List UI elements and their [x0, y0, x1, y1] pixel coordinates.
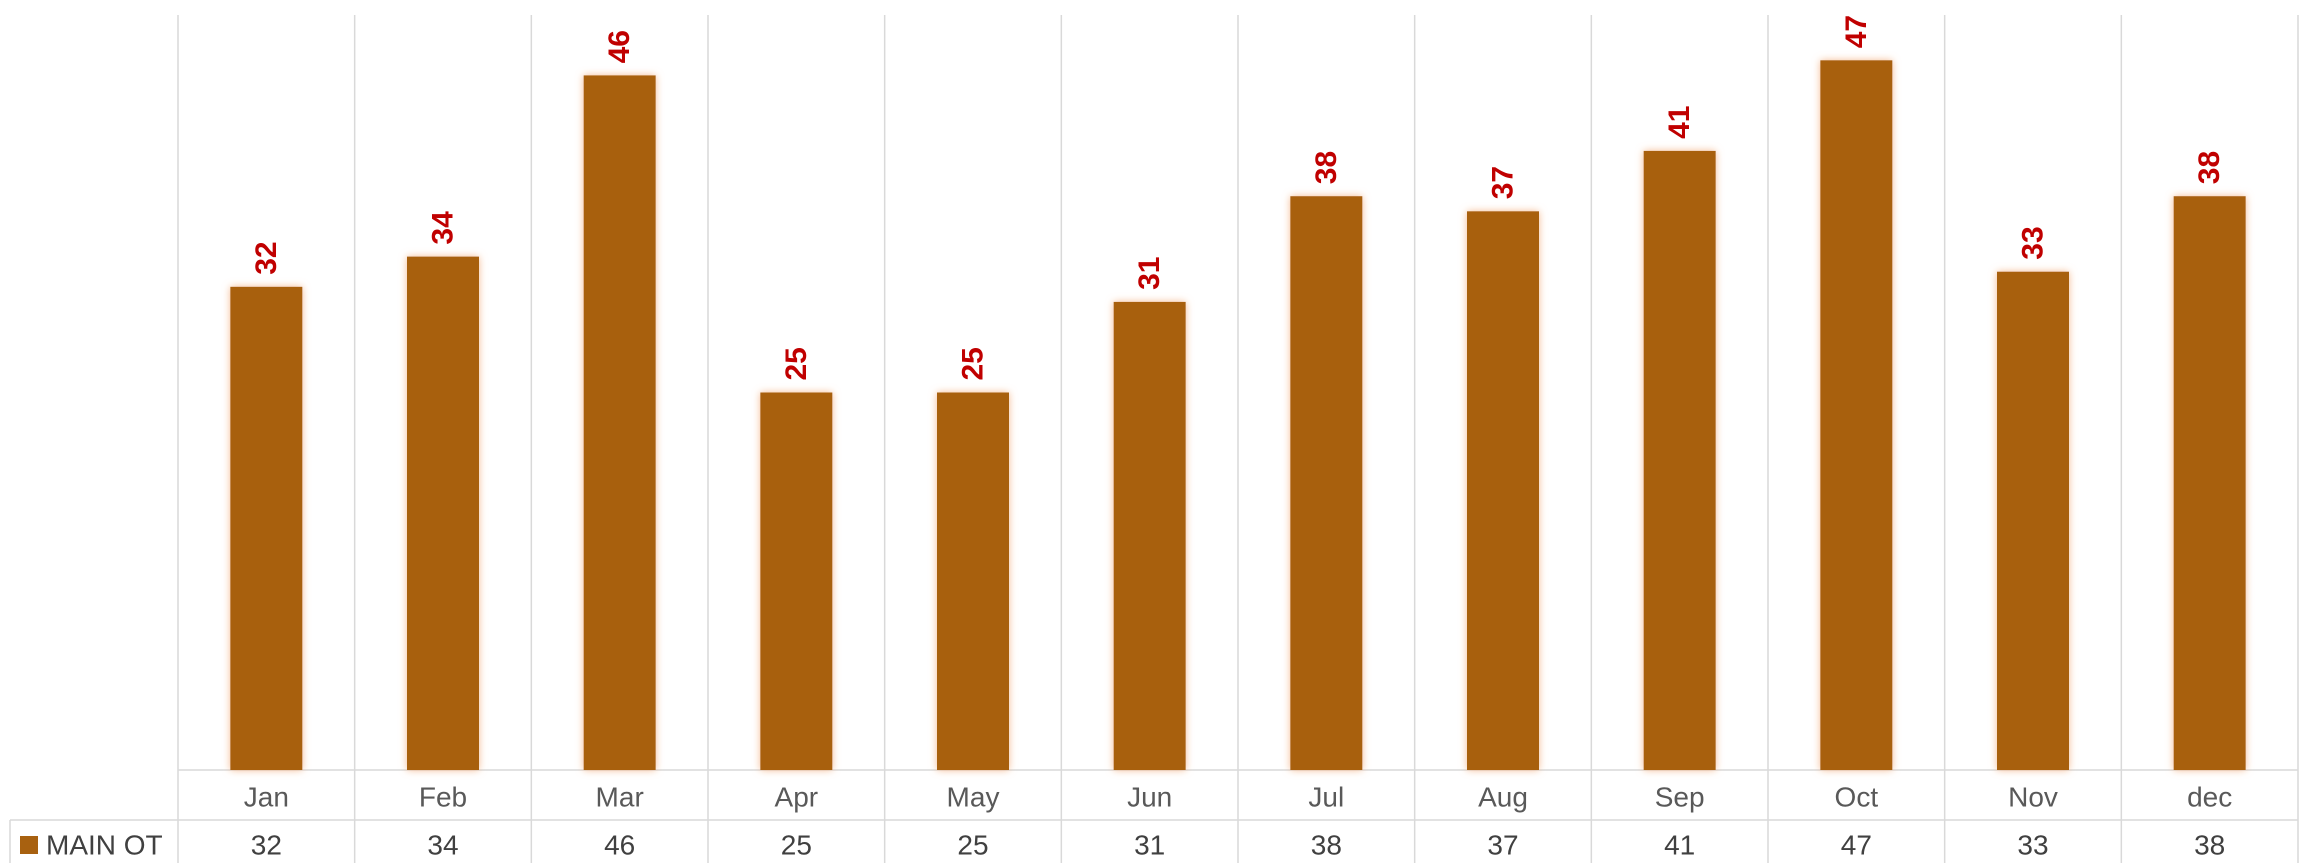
- grid-lines: [9, 15, 2299, 863]
- table-value-sep: 41: [1664, 830, 1695, 861]
- table-value-jul: 38: [1311, 830, 1342, 861]
- data-label-dec: 38: [2193, 151, 2226, 184]
- category-label-aug: Aug: [1478, 782, 1528, 813]
- bar-jul: [1290, 196, 1363, 770]
- table-value-mar: 46: [604, 830, 635, 861]
- bar-mar: [583, 75, 656, 770]
- data-label-jul: 38: [1310, 151, 1343, 184]
- bar-feb: [407, 256, 479, 771]
- data-label-mar: 46: [603, 30, 636, 63]
- bar-jun: [1113, 301, 1186, 770]
- table-value-apr: 25: [781, 830, 812, 861]
- data-table: Jan Feb Mar Apr May Jun Jul Aug Sep Oct Nov dec MAIN…: [20, 782, 2232, 861]
- series-name-label: MAIN OT: [46, 830, 163, 861]
- data-label-aug: 37: [1487, 166, 1520, 199]
- data-label-jun: 31: [1133, 257, 1166, 290]
- category-label-feb: Feb: [419, 782, 467, 813]
- table-value-jun: 31: [1134, 830, 1165, 861]
- bar-aug: [1467, 211, 1539, 771]
- table-value-dec: 38: [2194, 830, 2225, 861]
- table-value-oct: 47: [1841, 830, 1872, 861]
- data-label-jan: 32: [250, 241, 283, 274]
- table-value-feb: 34: [427, 830, 458, 861]
- bar-dec: [2173, 196, 2246, 770]
- category-label-jun: Jun: [1127, 782, 1172, 813]
- category-label-sep: Sep: [1655, 782, 1705, 813]
- table-value-aug: 37: [1487, 830, 1518, 861]
- category-label-jul: Jul: [1308, 782, 1344, 813]
- table-value-jan: 32: [251, 830, 282, 861]
- table-value-nov: 33: [2017, 830, 2048, 861]
- category-label-nov: Nov: [2008, 782, 2058, 813]
- category-label-may: May: [947, 782, 1000, 813]
- bar-may: [937, 392, 1009, 770]
- bar-nov: [1997, 271, 2069, 770]
- data-label-oct: 47: [1840, 15, 1873, 48]
- category-label-mar: Mar: [596, 782, 644, 813]
- data-label-may: 25: [957, 347, 990, 380]
- bar-sep: [1643, 150, 1716, 770]
- category-label-apr: Apr: [775, 782, 819, 813]
- data-label-apr: 25: [780, 347, 813, 380]
- table-value-may: 25: [957, 830, 988, 861]
- bar-apr: [760, 392, 833, 770]
- bar-jan: [230, 286, 303, 770]
- category-label-dec: dec: [2187, 782, 2232, 813]
- bar-oct: [1820, 60, 1893, 771]
- category-label-jan: Jan: [244, 782, 289, 813]
- data-label-feb: 34: [427, 211, 460, 245]
- legend-key: [20, 836, 38, 854]
- bars: [230, 60, 2246, 771]
- data-label-sep: 41: [1663, 106, 1696, 139]
- data-labels: 32 34 46 25 25 31 38 37 41 47 33 38: [250, 15, 2226, 381]
- category-label-oct: Oct: [1835, 782, 1879, 813]
- data-label-nov: 33: [2017, 226, 2050, 259]
